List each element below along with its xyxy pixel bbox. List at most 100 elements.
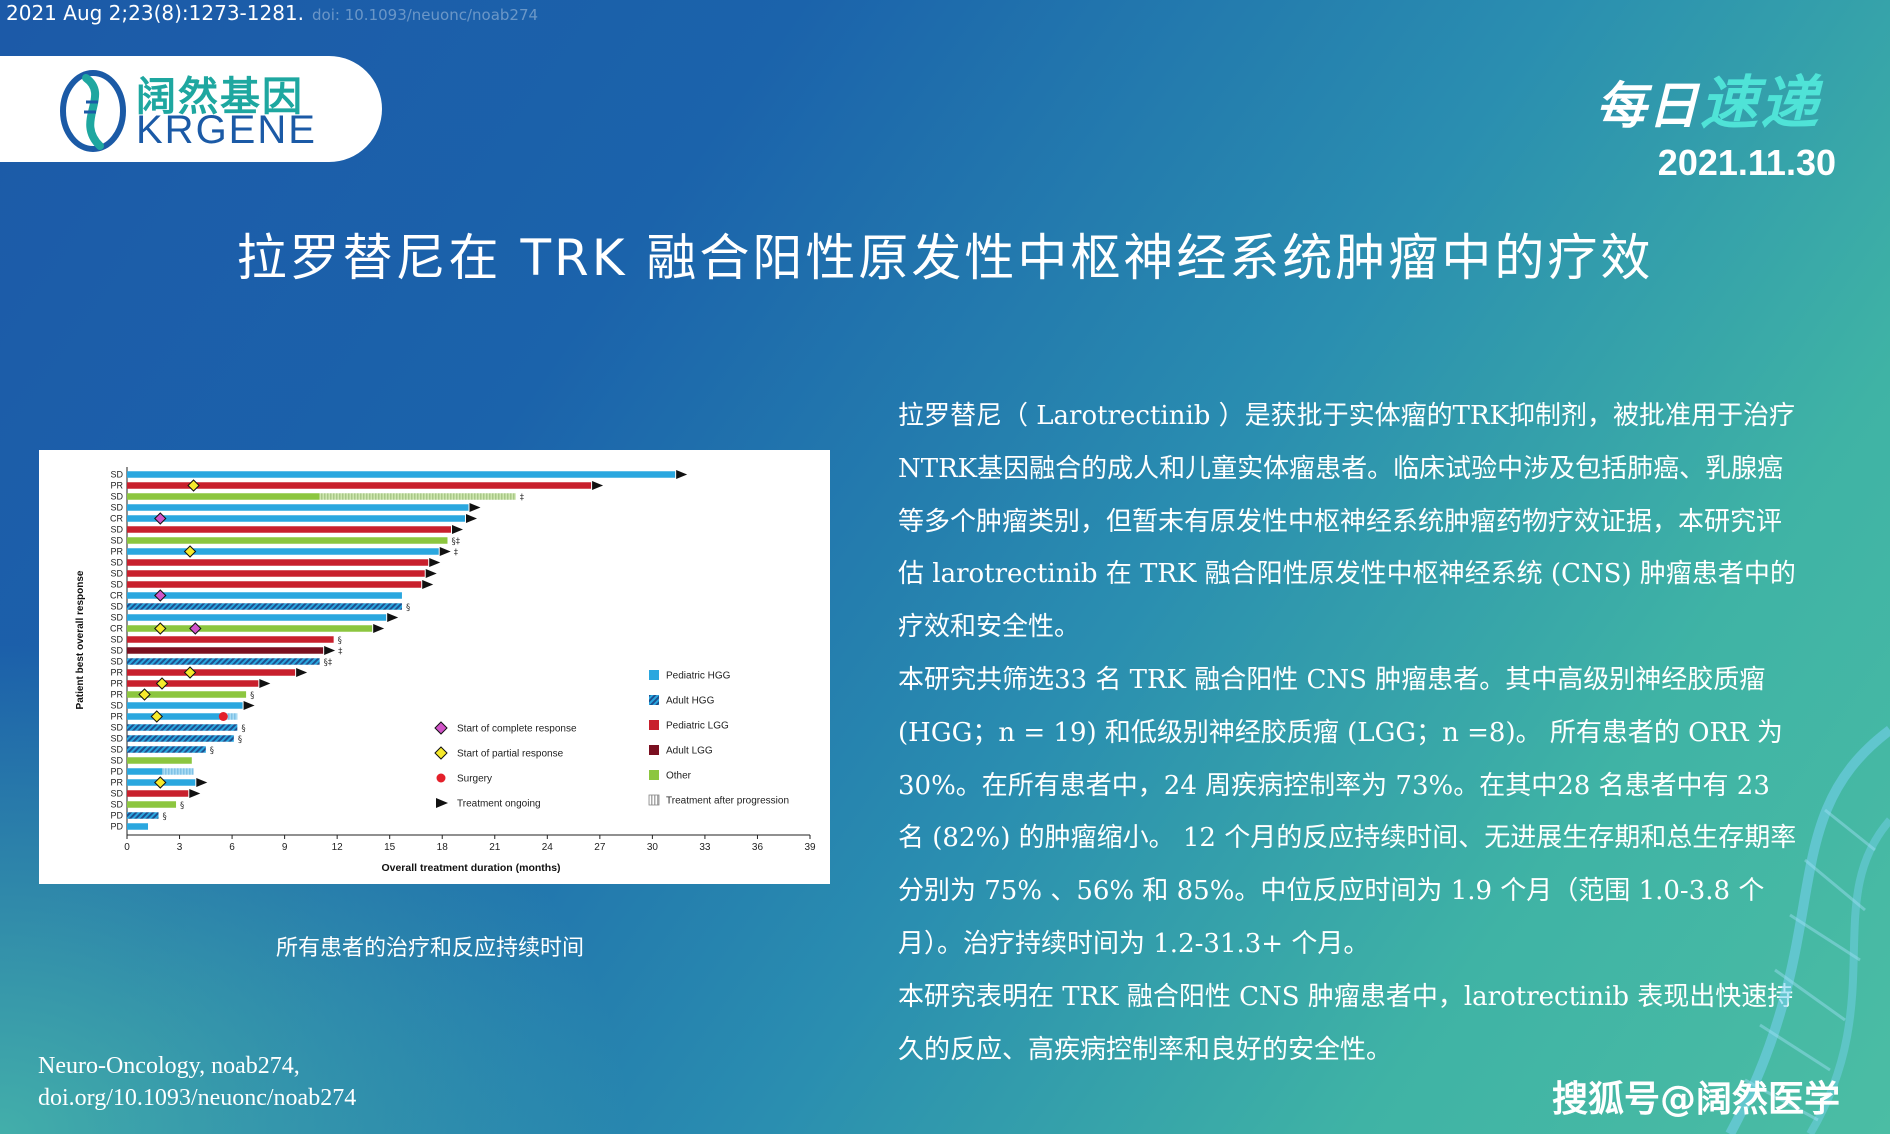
patient-bar [127,757,192,764]
x-tick-label: 33 [699,842,711,853]
partial-response-marker [138,688,151,701]
x-tick-label: 24 [542,842,554,853]
patient-bar [127,537,448,544]
citation-text: 2021 Aug 2;23(8):1273-1281. [6,1,305,25]
y-axis-label: Patient best overall response [75,570,86,709]
x-axis-label: Overall treatment duration (months) [381,862,560,874]
x-tick-label: 15 [384,842,396,853]
surgery-marker [218,712,228,721]
patient-bar [127,812,159,819]
patient-bar [127,504,469,511]
treatment-ongoing-marker [592,481,604,490]
x-tick-label: 36 [752,842,764,853]
legend-swatch [649,770,659,780]
legend-group-label: Other [666,771,692,782]
watermark: 搜狐号@阔然医学 [1551,1079,1840,1120]
response-label: SD [110,745,123,755]
patient-bar [127,801,177,808]
response-label: PR [110,690,123,700]
legend-group-label: Adult HGG [666,696,715,707]
legend-swatch [649,695,659,705]
body-paragraph-1: 拉罗替尼（ Larotrectinib ）是获批于实体瘤的TRK抑制剂，被批准用… [898,401,1796,643]
x-tick-label: 21 [489,842,501,853]
logo-en-text: KRGENE [136,108,317,152]
footnote-mark: § [238,735,242,745]
post-progression-bar [223,713,238,720]
footnote-mark: ‡ [454,548,459,558]
response-label: CR [110,591,123,601]
response-label: SD [110,635,123,645]
footnote-mark: § [338,636,342,646]
post-progression-bar [162,768,194,775]
response-label: SD [110,525,123,535]
legend-marker-label: Treatment ongoing [457,799,541,810]
response-label: SD [110,492,123,502]
partial-response-marker [183,545,197,558]
patient-bar [127,702,243,709]
partial-response-marker [183,666,197,679]
footnote-mark: § [241,724,245,734]
treatment-ongoing-marker [676,470,688,479]
citation-doi: doi: 10.1093/neuonc/noab274 [312,6,539,24]
treatment-ongoing-marker [422,580,434,589]
legend-swatch [648,794,660,806]
page-title: 拉罗替尼在 TRK 融合阳性原发性中枢神经系统肿瘤中的疗效 [236,229,1654,287]
patient-bar [127,790,189,797]
reference-line-1: Neuro-Oncology, noab274, [38,1053,300,1079]
response-label: SD [110,613,123,623]
patient-bar [127,515,465,522]
footnote-mark: ‡ [338,647,343,657]
legend-group-label: Adult LGG [666,746,713,757]
reference-line-2: doi.org/10.1093/neuonc/noab274 [38,1085,357,1111]
patient-bar [127,746,206,753]
partial-response-marker [155,677,169,690]
partial-response-marker [187,479,200,492]
x-tick-label: 6 [229,842,235,853]
response-label: CR [110,514,123,524]
reference: Neuro-Oncology, noab274, doi.org/10.1093… [38,1050,356,1114]
treatment-ongoing-marker [243,701,255,710]
body-paragraph-2: 本研究共筛选33 名 TRK 融合阳性 CNS 肿瘤患者。其中高级别神经胶质瘤 … [898,664,1797,959]
partial-response-marker [150,710,163,723]
patient-bar [127,603,402,610]
patient-bar [127,614,387,621]
legend-treatment-ongoing-icon [436,798,448,808]
patient-bar [127,559,429,566]
patient-bar [127,691,247,698]
patient-bar [127,713,224,720]
legend-marker-label: Start of complete response [457,724,577,735]
treatment-ongoing-marker [387,613,399,622]
post-progression-bar [319,493,516,500]
patient-bar [127,592,402,599]
treatment-ongoing-marker [259,679,271,688]
patient-bar [127,669,296,676]
footnote-mark: § [210,746,214,756]
response-label: PR [110,481,123,491]
patient-bar [127,658,320,665]
legend-marker-label: Surgery [457,774,492,785]
response-label: SD [110,657,123,667]
response-label: SD [110,569,123,579]
patient-bar [127,548,439,555]
treatment-ongoing-marker [465,514,477,523]
article-body: 拉罗替尼（ Larotrectinib ）是获批于实体瘤的TRK抑制剂，被批准用… [898,390,1798,1076]
legend-swatch [649,720,659,730]
x-tick-label: 9 [282,842,288,853]
daily-badge-part1: 每日 [1595,77,1700,135]
partial-response-marker [154,622,167,635]
treatment-ongoing-marker [451,525,463,534]
patient-bar [127,471,676,478]
legend-swatch [649,745,659,755]
dna-helix-decoration [1725,726,1890,1134]
citation-header: 2021 Aug 2;23(8):1273-1281. doi: 10.1093/… [0,0,538,26]
footnote-mark: ‡ [520,493,525,503]
treatment-ongoing-marker [189,789,201,798]
daily-badge: 每日速递 [1596,56,1820,140]
treatment-ongoing-marker [469,503,481,512]
response-label: SD [110,646,123,656]
swimmer-chart-panel: 0 3 6 9 12 15 18 21 24 27 30 33 36 39 SD PR SD ‡ SD CR SD SD §… [39,450,830,884]
patient-bar [127,724,238,731]
response-label: SD [110,756,123,766]
patient-bar [127,647,324,654]
